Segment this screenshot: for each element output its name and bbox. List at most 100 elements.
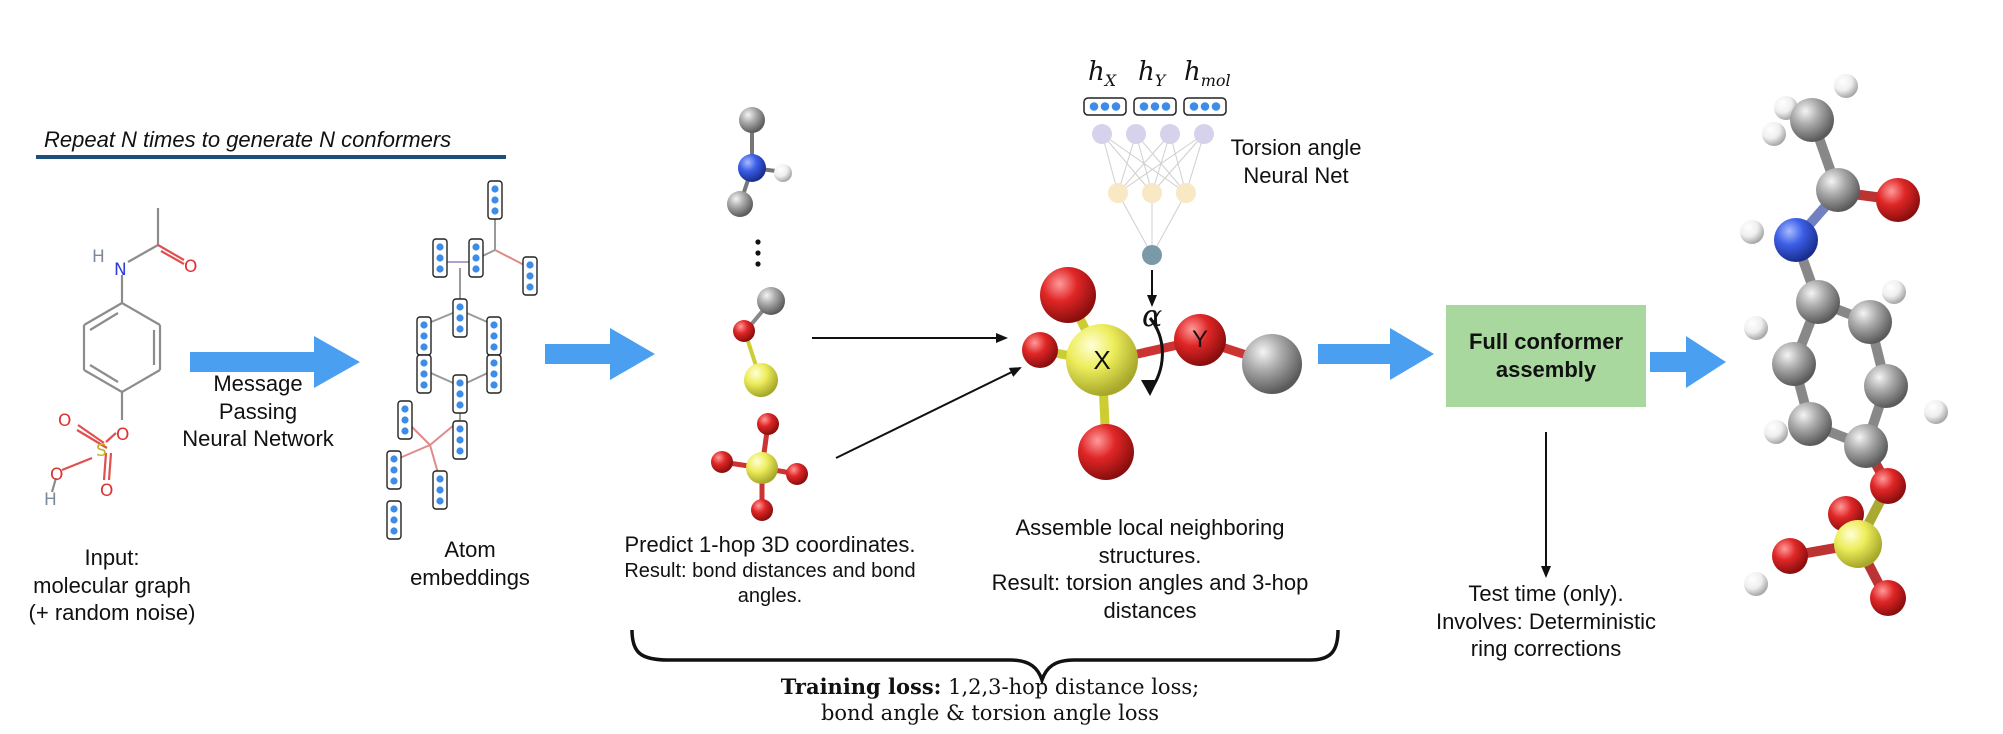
torsion-net-label-line1: Torsion angle [1230, 135, 1362, 160]
svg-text:O: O [58, 411, 71, 431]
embedding-vector-dot [456, 303, 464, 311]
embedding-vector-dot [436, 265, 444, 273]
embedding-vector-dot [456, 447, 464, 455]
embedding-vector-dot [420, 370, 428, 378]
input-caption: Input: molecular graph (+ random noise) [29, 544, 196, 627]
arrow-assembly-to-box [1318, 328, 1434, 380]
input-caption-line1: Input: [84, 545, 140, 570]
h-mol-label: hmol [1184, 56, 1231, 91]
embedding-vector-dot [526, 272, 534, 280]
nn-edge [1117, 133, 1171, 194]
svg-text:H: H [44, 490, 57, 510]
nn-edge [1151, 133, 1205, 194]
vertical-ellipsis [755, 239, 761, 267]
arrow-input-to-embeddings [190, 336, 360, 388]
embedding-vector-dot [390, 466, 398, 474]
atom-x-label: X [1093, 345, 1111, 375]
embedding-vector-dot [490, 321, 498, 329]
embedding-vector-dot [436, 254, 444, 262]
full-conformer-line1: Full conformer [1468, 329, 1624, 354]
predict-caption-line1: Predict 1-hop 3D coordinates. [624, 532, 916, 557]
embedding-vector-dot [436, 475, 444, 483]
assemble-caption-line2: structures. [1098, 542, 1202, 568]
embeddings-vectors [386, 180, 538, 540]
training-loss-bold: Training loss: [780, 674, 942, 699]
embedding-vector-dot [472, 265, 480, 273]
embedding-vector-dot [472, 254, 480, 262]
embeddings-caption-line2: embeddings [410, 564, 530, 590]
full-conformer-box-label: Full conformer assembly [1469, 328, 1623, 383]
h-y-base: h [1138, 57, 1155, 87]
embedding-vector-dot [390, 516, 398, 524]
nn-edge [1151, 192, 1187, 256]
embedding-vector-dot [456, 379, 464, 387]
embedding-vector-dot [420, 343, 428, 351]
embedding-vector-dot [401, 427, 409, 435]
torsion-neural-net [1092, 124, 1214, 265]
embedding-vector-dot [390, 455, 398, 463]
embedding-vector-dot [456, 436, 464, 444]
h-mol-sub: mol [1200, 71, 1231, 91]
h-y-sub: Y [1154, 71, 1166, 91]
embedding-vector-dot [456, 390, 464, 398]
embedding-vector-dot [456, 325, 464, 333]
alpha-label: α [1142, 299, 1163, 334]
assemble-caption: Assemble local neighboring structures. R… [992, 514, 1309, 624]
h-mol-base: h [1184, 57, 1201, 87]
embedding-vector-dot [390, 527, 398, 535]
assemble-caption-line1: Assemble local neighboring [1015, 515, 1285, 540]
embedding-vector-dot [490, 332, 498, 340]
embedding-vector-dot [490, 370, 498, 378]
embedding-vector-dot [526, 261, 534, 269]
h-x-base: h [1088, 57, 1105, 87]
repeat-banner: Repeat N times to generate N conformers [44, 127, 452, 152]
fragment-amine [727, 107, 792, 217]
embedding-vector-dot [390, 477, 398, 485]
nn-edge [1117, 133, 1205, 194]
training-loss-caption: Training loss: 1,2,3-hop distance loss; … [781, 674, 1199, 727]
test-time-caption: Test time (only). Involves: Deterministi… [1436, 580, 1656, 663]
input-molecular-graph [50, 208, 185, 493]
nn-edge [1117, 133, 1137, 194]
atom-y-label: Y [1191, 326, 1209, 353]
embedding-vector-dot [456, 314, 464, 322]
embedding-vector-dot [436, 243, 444, 251]
embedding-vector-dot [490, 343, 498, 351]
torsion-net-label: Torsion angle Neural Net [1231, 134, 1362, 189]
mpnn-label-line3: Neural Network [182, 426, 334, 451]
arrow-embeddings-to-local [545, 328, 655, 380]
embedding-vector-dot [491, 185, 499, 193]
svg-text:O: O [184, 257, 197, 277]
embedding-vector-dot [420, 359, 428, 367]
full-conformer-box [1446, 305, 1646, 407]
embedding-vector-dot [436, 486, 444, 494]
embedding-vector-dot [526, 283, 534, 291]
test-time-line2: Involves: Deterministic [1435, 608, 1657, 634]
svg-text:O: O [48, 477, 49, 479]
training-loss-brace [630, 629, 1340, 686]
svg-text:O: O [50, 465, 63, 485]
svg-text:N: N [114, 260, 127, 280]
nn-edge [1117, 192, 1153, 256]
embedding-vector-dot [420, 381, 428, 389]
svg-text:S: S [96, 441, 107, 461]
h-x-sub: X [1104, 71, 1117, 91]
h-x-label: hX [1088, 56, 1116, 91]
predict-caption-line2: Result: bond distances and bond [624, 559, 916, 582]
mpnn-label-line2: Passing [218, 398, 298, 424]
arrow-box-to-conformer [1650, 336, 1726, 388]
training-loss-line1-rest: 1,2,3-hop distance loss; [941, 675, 1200, 699]
embedding-vector-dot [390, 505, 398, 513]
training-loss-line1: Training loss: 1,2,3-hop distance loss; [781, 674, 1199, 700]
embeddings-caption: Atom embeddings [410, 536, 530, 591]
embedding-vector-dot [420, 332, 428, 340]
fragment-sulfate [711, 413, 808, 521]
embedding-vector-dot [491, 207, 499, 215]
embedding-vector-dot [490, 381, 498, 389]
embedding-vector-dot [491, 196, 499, 204]
embedding-vector-dot [401, 416, 409, 424]
local-assembly [1022, 267, 1302, 480]
embedding-vector-dot [456, 401, 464, 409]
nn-edge [1185, 133, 1205, 194]
